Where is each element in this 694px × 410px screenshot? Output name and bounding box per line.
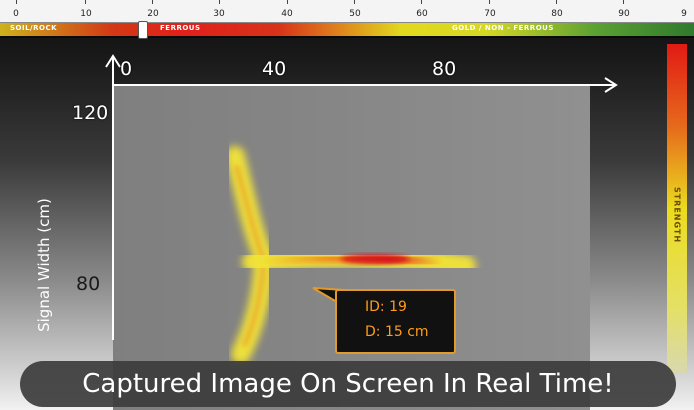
id-tick-0: 0 <box>13 9 19 19</box>
zone-label-soil-rock: SOIL/ROCK <box>10 24 58 32</box>
target-id-callout: ID: 19 D: 15 cm <box>335 289 456 354</box>
target-heatmap <box>225 146 476 364</box>
x-tick-80: 80 <box>432 58 457 80</box>
id-tick-80: 80 <box>551 9 563 19</box>
id-tick-50: 50 <box>349 9 361 19</box>
zone-label-ferrous: FERROUS <box>160 24 201 32</box>
x-tick-40: 40 <box>262 58 287 80</box>
scan-plot-area <box>113 86 590 410</box>
id-tick-10: 10 <box>80 9 92 19</box>
id-tick-end: 9 <box>681 9 687 19</box>
strength-bar <box>667 44 687 374</box>
callout-depth: D: 15 cm <box>365 324 429 340</box>
id-color-band <box>0 23 694 36</box>
x-tick-0: 0 <box>120 58 133 80</box>
id-tick-40: 40 <box>281 9 293 19</box>
id-tick-70: 70 <box>484 9 496 19</box>
id-tick-60: 60 <box>416 9 428 19</box>
target-id-scale: 0 10 20 30 40 50 60 70 80 90 9 SOIL/ROCK… <box>0 0 694 39</box>
caption-banner: Captured Image On Screen In Real Time! <box>20 361 676 407</box>
id-tick-30: 30 <box>213 9 225 19</box>
callout-id: ID: 19 <box>365 299 407 315</box>
id-marker <box>138 21 148 39</box>
y-tick-80: 80 <box>76 273 101 295</box>
heat-hotspot <box>341 254 409 264</box>
x-axis-arrow <box>604 77 618 93</box>
id-tick-90: 90 <box>618 9 630 19</box>
zone-label-gold-non-ferrous: GOLD / NON - FERROUS <box>452 24 554 32</box>
id-scale-ticks: 0 10 20 30 40 50 60 70 80 90 9 <box>0 0 694 23</box>
id-tick-20: 20 <box>147 9 159 19</box>
y-tick-120: 120 <box>72 102 109 124</box>
